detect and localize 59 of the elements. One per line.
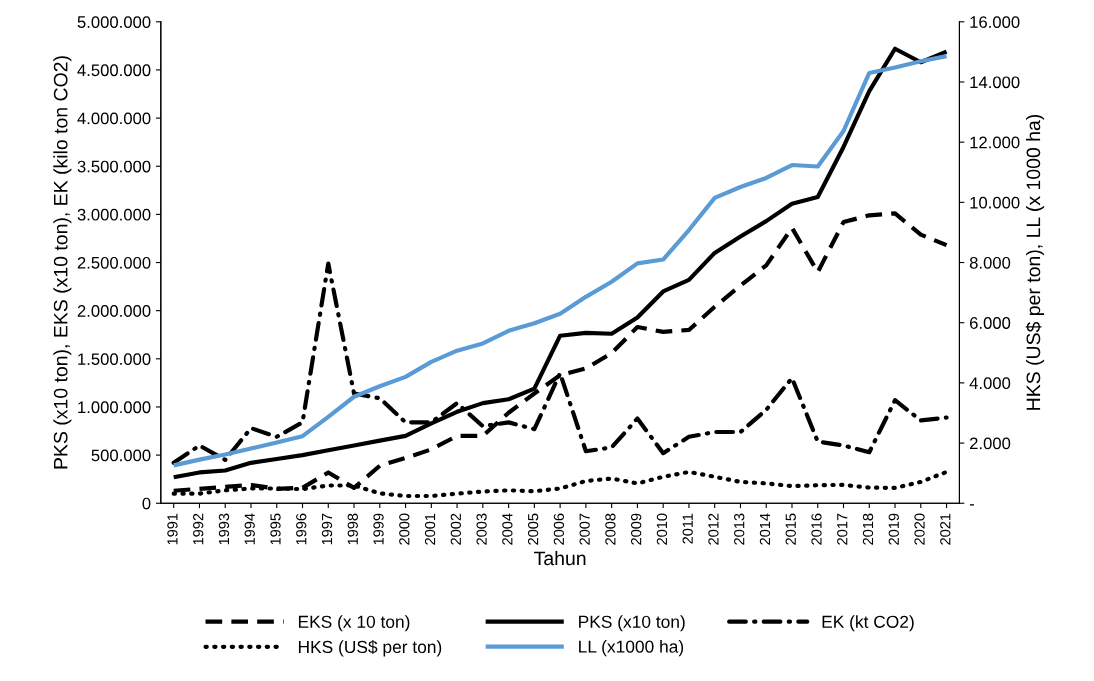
x-tick-label: 2014 <box>759 513 771 545</box>
x-tick-label: 1993 <box>218 513 230 545</box>
y-tick-label: 2.000.000 <box>77 305 151 317</box>
x-tick-label: 2012 <box>708 513 719 545</box>
x-tick-label: 2001 <box>424 513 436 545</box>
x-tick-label: 1991 <box>167 513 178 545</box>
x-tick-label: 2005 <box>527 513 539 545</box>
x-tick-label: 1996 <box>296 513 307 545</box>
x-tick-label: 2018 <box>862 513 874 545</box>
legend-label: EKS (x 10 ton) <box>298 615 410 632</box>
y-tick-label: 2.500.000 <box>77 256 151 269</box>
y-tick-label: 4.000.000 <box>77 112 151 125</box>
y-tick-label: 5.000.000 <box>77 16 151 28</box>
x-tick-label: 2006 <box>553 513 565 545</box>
x-tick-label: 2019 <box>888 513 899 545</box>
legend-label: HKS (US$ per ton) <box>298 640 442 657</box>
x-tick-label: 2009 <box>631 513 642 545</box>
y2-tick-label: 12.000 <box>970 136 1020 149</box>
y2-tick-label: 6.000 <box>970 317 1011 329</box>
y2-tick-label: - <box>969 504 974 506</box>
x-tick-label: 1999 <box>373 513 384 545</box>
x-tick-label: 2021 <box>940 513 951 545</box>
y-tick-label: 0 <box>142 497 151 510</box>
x-tick-label: 1998 <box>347 513 358 545</box>
legend-label: PKS (x10 ton) <box>579 615 685 632</box>
x-tick-label: 1995 <box>270 513 281 545</box>
x-tick-label: 2016 <box>811 513 822 545</box>
x-tick-label: 2007 <box>579 513 590 545</box>
x-tick-label: 1992 <box>193 513 204 545</box>
y-tick-label: 1.500.000 <box>78 353 151 366</box>
y-tick-label: 1.000.000 <box>78 401 151 414</box>
y-axis-title: PKS (x10 ton), EKS (x10 ton), EK (kilo ton CO2) <box>53 56 72 469</box>
legend-label: EK (kt CO2) <box>822 615 914 632</box>
y-tick-label: 500.000 <box>91 449 151 462</box>
legend-label: LL (x1000 ha) <box>579 640 684 657</box>
x-tick-label: 2002 <box>450 513 461 545</box>
x-tick-label: 2015 <box>785 513 796 545</box>
x-axis-title: Tahun <box>534 550 586 566</box>
x-tick-label: 2017 <box>837 513 848 545</box>
x-tick-label: 2011 <box>682 513 693 544</box>
x-tick-label: 2013 <box>734 513 745 545</box>
y2-tick-label: 14.000 <box>970 76 1020 89</box>
y2-tick-label: 16.000 <box>970 16 1020 28</box>
x-tick-label: 2008 <box>605 513 616 545</box>
y-tick-label: 3.000.000 <box>77 208 151 221</box>
y-tick-label: 3.500.000 <box>77 160 151 173</box>
y2-axis-title: HKS (US$ per ton), LL (x 1000 ha) <box>1025 114 1045 410</box>
x-tick-label: 1997 <box>321 513 333 545</box>
y2-tick-label: 8.000 <box>969 256 1011 269</box>
y-tick-label: 4.500.000 <box>77 64 151 77</box>
x-tick-label: 2004 <box>502 513 513 545</box>
y2-tick-label: 4.000 <box>969 377 1011 390</box>
x-tick-label: 2010 <box>656 513 668 545</box>
x-tick-label: 2000 <box>399 513 410 545</box>
y2-tick-label: 2.000 <box>970 437 1011 450</box>
x-tick-label: 2003 <box>476 513 487 545</box>
x-tick-label: 1994 <box>244 513 255 545</box>
x-tick-label: 2020 <box>914 513 925 545</box>
y2-tick-label: 10.000 <box>970 196 1020 209</box>
